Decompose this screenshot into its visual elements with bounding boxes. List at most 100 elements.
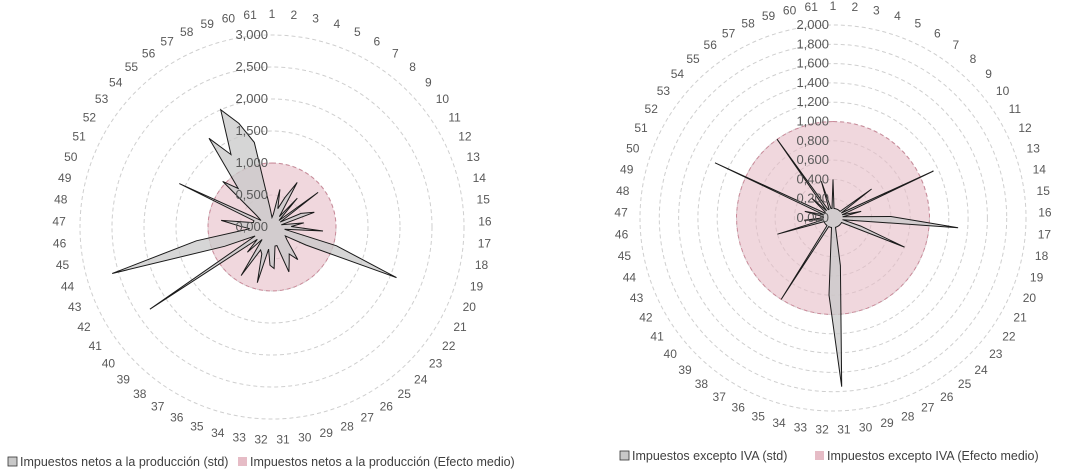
category-label: 21 [453, 320, 467, 334]
category-label: 27 [921, 401, 935, 415]
category-label: 20 [1023, 291, 1037, 305]
category-label: 13 [1027, 141, 1041, 155]
category-label: 14 [1033, 162, 1047, 176]
category-label: 15 [1037, 184, 1051, 198]
category-label: 37 [713, 390, 727, 404]
category-label: 7 [392, 46, 399, 60]
legend-label-mean: Impuestos excepto IVA (Efecto medio) [827, 449, 1039, 463]
category-label: 17 [478, 236, 492, 250]
category-label: 44 [61, 280, 75, 294]
category-label: 47 [52, 215, 66, 229]
radial-tick-labels: 0,000 0,500 1,000 1,500 2,000 2,500 3,000 [235, 27, 268, 234]
category-label: 28 [901, 409, 915, 423]
radial-grid [79, 34, 465, 420]
category-label: 19 [1030, 270, 1044, 284]
category-label: 46 [615, 227, 629, 241]
category-label: 3 [873, 4, 880, 18]
category-label: 23 [429, 356, 443, 370]
category-label: 10 [436, 92, 450, 106]
category-label: 30 [859, 421, 873, 435]
radial-tick-label: 2,500 [235, 59, 268, 74]
category-label: 51 [634, 121, 648, 135]
category-label: 5 [354, 25, 361, 39]
category-label: 47 [614, 206, 628, 220]
category-label: 40 [664, 347, 678, 361]
category-label: 30 [298, 431, 312, 445]
category-label: 40 [102, 356, 116, 370]
category-label: 16 [1038, 206, 1052, 220]
series-std-area [112, 108, 397, 310]
radial-tick-label: 2,000 [235, 91, 268, 106]
category-label: 31 [837, 423, 851, 437]
category-label: 42 [77, 320, 91, 334]
category-label: 31 [276, 433, 290, 447]
grid-ring [143, 98, 401, 356]
category-label: 32 [815, 423, 829, 437]
category-label: 41 [650, 329, 664, 343]
category-label: 60 [783, 4, 797, 18]
category-label: 49 [620, 162, 634, 176]
radial-tick-label: 1,400 [796, 75, 829, 90]
category-label: 54 [671, 67, 685, 81]
radial-tick-label: 0,000 [796, 210, 829, 225]
radial-tick-label: 1,800 [796, 36, 829, 51]
category-label: 53 [95, 92, 109, 106]
category-label: 49 [58, 171, 72, 185]
category-label: 24 [414, 373, 428, 387]
grid-ring [175, 130, 369, 324]
category-label: 29 [320, 426, 334, 440]
category-label: 9 [985, 67, 992, 81]
category-label: 38 [695, 377, 709, 391]
category-label: 26 [940, 390, 954, 404]
grid-ring [716, 101, 950, 335]
category-label: 55 [686, 52, 700, 66]
category-label: 45 [618, 249, 632, 263]
category-label: 24 [974, 363, 988, 377]
legend-label-mean: Impuestos netos a la producción (Efecto … [250, 455, 515, 469]
category-label: 50 [64, 150, 78, 164]
category-label: 21 [1013, 311, 1027, 325]
radial-tick-label: 1,000 [796, 114, 829, 129]
category-labels: 1 2 3 4567891011121314151617181920212223242… [614, 0, 1051, 437]
category-label: 41 [89, 339, 103, 353]
category-labels: 1 2 3 4567891011121314151617181920212223242… [52, 7, 491, 447]
category-label: 59 [201, 17, 215, 31]
category-label: 56 [142, 46, 156, 60]
category-label: 17 [1038, 227, 1052, 241]
radar-chart-right: 0,000 0,200 0,400 0,600 0,800 1,000 1,200 1,400… [614, 0, 1051, 463]
grid-ring [639, 24, 1027, 412]
category-label: 11 [448, 110, 461, 124]
radial-tick-label: 0,800 [796, 133, 829, 148]
grid-ring [736, 121, 930, 315]
category-label: 23 [989, 347, 1003, 361]
category-label: 6 [374, 35, 381, 49]
category-label: 22 [1002, 329, 1016, 343]
category-label: 38 [133, 387, 147, 401]
category-label: 22 [442, 339, 456, 353]
category-label: 58 [180, 25, 194, 39]
category-label: 35 [752, 409, 766, 423]
grid-ring [111, 66, 433, 388]
legend-swatch-std [619, 450, 630, 461]
category-label: 29 [880, 416, 894, 430]
category-label: 25 [398, 387, 412, 401]
category-label: 37 [151, 400, 165, 414]
legend-swatch-mean [238, 457, 247, 466]
category-label: 34 [772, 416, 786, 430]
category-label: 34 [211, 426, 225, 440]
radial-tick-label: 0,000 [235, 219, 268, 234]
category-label: 25 [958, 377, 972, 391]
category-label: 4 [333, 17, 340, 31]
radial-tick-label: 1,000 [235, 155, 268, 170]
category-label: 18 [1035, 249, 1049, 263]
category-label: 2 [851, 0, 858, 14]
category-label: 26 [380, 400, 394, 414]
category-label: 50 [626, 141, 640, 155]
category-label: 12 [458, 130, 472, 144]
category-label: 56 [704, 38, 718, 52]
category-label: 14 [473, 171, 487, 185]
category-label: 8 [409, 60, 416, 74]
category-label: 27 [361, 411, 375, 425]
category-label: 8 [970, 52, 977, 66]
